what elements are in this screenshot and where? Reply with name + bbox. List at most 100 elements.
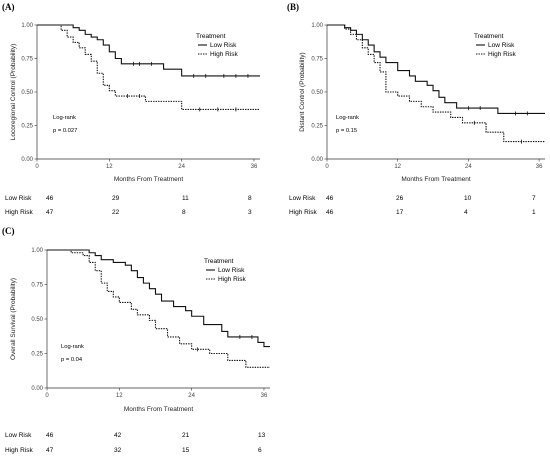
x-tick-label: 24 (178, 164, 185, 170)
legend-label: Low Risk (488, 42, 515, 49)
series-high-risk (37, 24, 260, 112)
risk-table-cell: 6 (258, 447, 262, 454)
y-tick-label: 0.50 (21, 90, 33, 96)
panel-label: (C) (2, 226, 15, 236)
km-panel-3: (C) 0 12 24 36 0.00 0.25 0.50 0.75 1.00 Months Fro… (2, 226, 270, 454)
x-axis-title: Months From Treatment (124, 406, 194, 413)
km-curve-line (327, 24, 545, 114)
risk-table-cell: 8 (248, 195, 252, 202)
y-tick-label: 0.50 (311, 90, 323, 96)
x-tick-label: 24 (465, 164, 472, 170)
risk-table-cell: 29 (112, 195, 120, 202)
y-tick-label: 0.00 (31, 386, 43, 392)
risk-table-cell: 47 (46, 447, 54, 454)
km-panel-2: (B) 0 12 24 36 0.00 0.25 0.50 0.75 1.00 Months Fro… (287, 2, 545, 216)
axes: 0 12 24 36 0.00 0.25 0.50 0.75 1.00 (311, 23, 545, 170)
risk-table-cell: 46 (326, 209, 334, 216)
km-curve-line (37, 24, 260, 110)
x-tick-label: 0 (35, 164, 39, 170)
p-value-label: p = 0.027 (53, 128, 77, 134)
risk-table-row-label: High Risk (5, 447, 34, 454)
x-tick-label: 36 (251, 164, 258, 170)
risk-table-cell: 22 (112, 209, 120, 216)
risk-table: Low Risk 46 42 21 13 High Risk 47 32 15 6 (5, 432, 266, 454)
y-axis-title: Distant Control (Probability) (299, 52, 306, 131)
risk-table-cell: 26 (396, 195, 404, 202)
x-tick-label: 24 (188, 393, 195, 399)
y-axis-title: Overall Survival (Probability) (10, 278, 17, 360)
legend-title: Treatment (474, 33, 504, 40)
legend: Treatment Low Risk High Risk (474, 33, 517, 58)
y-tick-label: 0.75 (311, 57, 323, 63)
risk-table-cell: 8 (182, 209, 186, 216)
x-tick-label: 12 (116, 393, 123, 399)
risk-table-cell: 46 (46, 195, 54, 202)
risk-table-row-label: Low Risk (5, 195, 32, 202)
series-high-risk (327, 24, 545, 144)
p-value-label: p = 0.04 (61, 357, 83, 363)
logrank-label: Log-rank (61, 344, 84, 350)
y-tick-label: 0.75 (21, 57, 33, 63)
logrank-label: Log-rank (336, 115, 359, 121)
y-tick-label: 1.00 (311, 23, 323, 29)
km-panel-1: (A) 0 12 24 36 0.00 0.25 0.50 0.75 1.00 Months Fro… (2, 2, 260, 216)
legend: Treatment Low Risk High Risk (196, 33, 239, 58)
risk-table-row-label: Low Risk (289, 195, 316, 202)
km-curve-line (47, 249, 270, 368)
legend-label: High Risk (210, 51, 239, 58)
risk-table-cell: 46 (46, 432, 54, 439)
risk-table-cell: 3 (248, 209, 252, 216)
y-tick-label: 1.00 (21, 23, 33, 29)
x-tick-label: 36 (261, 393, 268, 399)
risk-table-row-label: High Risk (289, 209, 318, 216)
y-tick-label: 0.50 (31, 317, 43, 323)
x-tick-label: 36 (536, 164, 543, 170)
series-low-risk (327, 24, 545, 116)
x-tick-label: 12 (394, 164, 401, 170)
y-tick-label: 0.25 (21, 124, 33, 130)
y-tick-label: 0.75 (31, 283, 43, 289)
y-axis-title: Locoregional Control (Probability) (10, 44, 17, 140)
series-high-risk (47, 249, 270, 368)
risk-table-cell: 42 (114, 432, 122, 439)
series-low-risk (37, 24, 260, 78)
risk-table-cell: 47 (46, 209, 54, 216)
risk-table-cell: 7 (532, 195, 536, 202)
legend-title: Treatment (204, 258, 234, 265)
y-tick-label: 0.00 (311, 157, 323, 163)
risk-table-cell: 17 (396, 209, 404, 216)
risk-table-cell: 15 (182, 447, 190, 454)
legend: Treatment Low Risk High Risk (204, 258, 247, 283)
risk-table-row-label: High Risk (5, 209, 34, 216)
x-axis-title: Months From Treatment (401, 176, 471, 183)
km-curve-line (47, 249, 270, 348)
legend-label: Low Risk (218, 267, 245, 274)
y-tick-label: 0.00 (21, 157, 33, 163)
risk-table-row-label: Low Risk (5, 432, 32, 439)
axes: 0 12 24 36 0.00 0.25 0.50 0.75 1.00 (21, 23, 260, 170)
x-tick-label: 12 (106, 164, 113, 170)
legend-label: High Risk (488, 51, 517, 58)
risk-table-cell: 4 (464, 209, 468, 216)
series-low-risk (47, 249, 270, 348)
panel-label: (B) (287, 2, 299, 12)
x-tick-label: 0 (45, 393, 49, 399)
risk-table-cell: 10 (464, 195, 472, 202)
panel-label: (A) (2, 2, 15, 12)
risk-table-cell: 32 (114, 447, 122, 454)
y-tick-label: 1.00 (31, 248, 43, 254)
risk-table-cell: 1 (532, 209, 536, 216)
x-tick-label: 0 (325, 164, 329, 170)
legend-label: High Risk (218, 276, 247, 283)
risk-table-cell: 13 (258, 432, 266, 439)
y-tick-label: 0.25 (311, 124, 323, 130)
risk-table-cell: 11 (182, 195, 189, 202)
y-tick-label: 0.25 (31, 352, 43, 358)
risk-table: Low Risk 46 26 10 7 High Risk 46 17 4 1 (289, 195, 536, 216)
legend-title: Treatment (196, 33, 226, 40)
x-axis-title: Months From Treatment (114, 176, 184, 183)
logrank-label: Log-rank (53, 115, 76, 121)
p-value-label: p = 0.15 (336, 128, 357, 134)
